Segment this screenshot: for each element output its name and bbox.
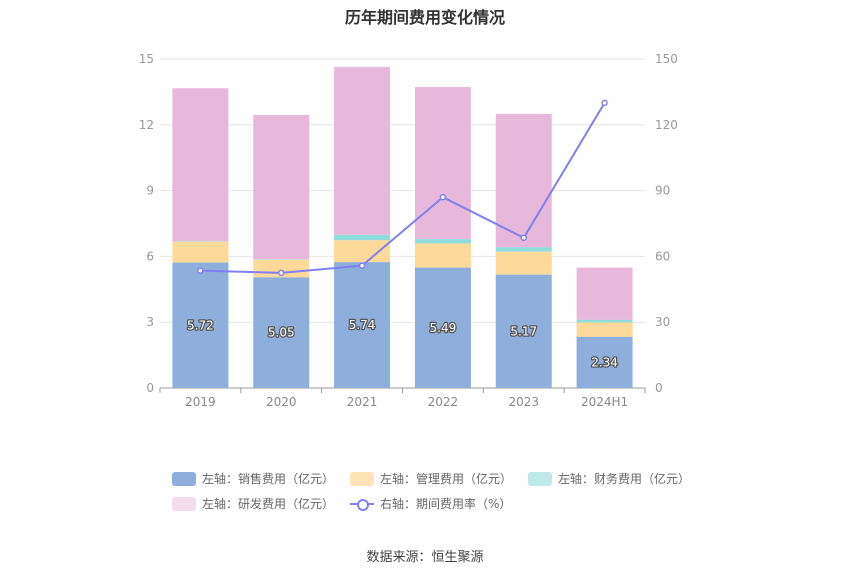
bar-rnd (253, 114, 310, 260)
chart-title: 历年期间费用变化情况 (344, 8, 505, 27)
legend-item-finance[interactable]: 左轴：财务费用（亿元） (528, 470, 690, 487)
legend-line-marker-icon (350, 497, 375, 511)
data-label: 5.49 (430, 321, 457, 335)
data-source: 数据来源：恒生聚源 (366, 550, 484, 565)
line-point (358, 262, 366, 269)
data-label: 5.72 (187, 318, 214, 332)
x-tick-label: 2020 (266, 395, 297, 409)
x-tick-label: 2023 (508, 395, 539, 409)
legend-label-admin: 左轴：管理费用（亿元） (380, 472, 513, 486)
legend-label-sales: 左轴：销售费用（亿元） (202, 472, 335, 486)
bar-rnd (172, 88, 229, 242)
y-right-tick-label: 30 (655, 315, 670, 329)
x-tick-label: 2021 (347, 395, 378, 409)
line-point (601, 99, 608, 107)
bar-sales (495, 274, 552, 388)
y-right-tick-label: 150 (655, 52, 678, 66)
y-left-tick-label: 0 (146, 381, 154, 395)
bar-rnd (334, 66, 391, 235)
legend-label-rnd: 左轴：研发费用（亿元） (202, 497, 335, 511)
legend-label-rate: 右轴：期间费用率（%） (380, 497, 512, 511)
bar-finance (495, 247, 552, 252)
data-label: 2.34 (591, 355, 618, 369)
legend-label-finance: 左轴：财务费用（亿元） (558, 472, 691, 486)
line-rate (200, 102, 606, 274)
bar-sales (414, 267, 471, 388)
y-left-tick-label: 9 (146, 184, 154, 198)
legend-item-rnd[interactable]: 左轴：研发费用（亿元） (172, 495, 334, 512)
bar-sales (253, 277, 310, 388)
data-label: 5.05 (268, 326, 295, 340)
legend-item-admin[interactable]: 左轴：管理费用（亿元） (350, 470, 512, 487)
y-right-tick-label: 120 (655, 118, 678, 132)
bar-finance (576, 319, 633, 323)
y-left-tick-label: 6 (146, 249, 154, 263)
line-point (439, 193, 447, 201)
x-tick-label: 2022 (428, 395, 459, 409)
bar-admin (172, 241, 229, 263)
legend-swatch-finance (528, 471, 553, 486)
y-right-tick-label: 0 (655, 381, 663, 395)
bar-rnd (576, 267, 633, 320)
legend-item-rate[interactable]: 右轴：期间费用率（%） (350, 495, 511, 512)
y-left-tick-label: 12 (139, 118, 154, 132)
bar-sales (334, 262, 391, 388)
x-tick-label: 2024H1 (581, 395, 628, 409)
data-label: 5.74 (349, 318, 376, 332)
line-point (278, 269, 285, 277)
bar-admin (334, 240, 391, 263)
legend-swatch-sales (172, 471, 196, 486)
bar-admin (495, 251, 552, 275)
y-right-tick-label: 90 (655, 184, 670, 198)
legend-item-sales[interactable]: 左轴：销售费用（亿元） (172, 470, 334, 487)
bar-finance (334, 234, 391, 241)
bar-admin (414, 243, 471, 268)
y-left-tick-label: 3 (146, 315, 154, 329)
x-tick-label: 2019 (185, 395, 216, 409)
legend-swatch-rnd (172, 496, 196, 511)
line-point (520, 234, 527, 242)
data-label: 5.17 (510, 324, 537, 338)
y-right-tick-label: 60 (655, 249, 670, 263)
bar-rnd (414, 87, 471, 240)
line-point (197, 267, 204, 274)
chart-legend: 左轴：销售费用（亿元） 左轴：管理费用（亿元） 左轴：财务费用（亿元） 左轴：研… (0, 470, 850, 520)
bar-sales (172, 262, 229, 388)
legend-swatch-admin (350, 471, 375, 486)
bar-finance (414, 239, 471, 244)
y-left-tick-label: 15 (139, 52, 154, 66)
bar-sales (576, 336, 633, 388)
bar-rnd (495, 113, 552, 248)
bar-admin (576, 322, 633, 337)
